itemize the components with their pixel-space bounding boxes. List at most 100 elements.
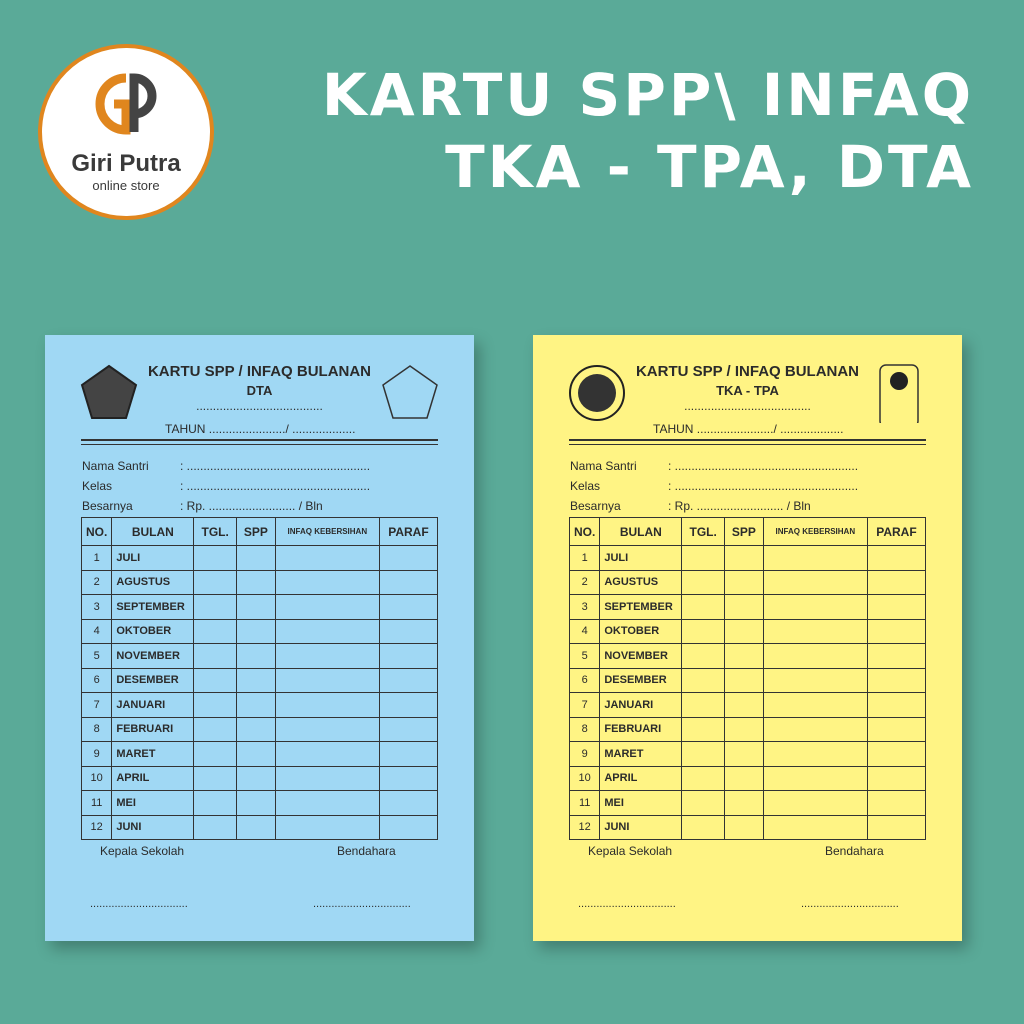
- paraf-cell[interactable]: [866, 716, 927, 742]
- tgl-cell[interactable]: [681, 692, 726, 718]
- tgl-cell[interactable]: [681, 667, 726, 693]
- tgl-cell[interactable]: [193, 667, 238, 693]
- infaq-cell[interactable]: [274, 618, 380, 644]
- paraf-cell[interactable]: [866, 790, 927, 816]
- spp-cell[interactable]: [236, 692, 276, 718]
- paraf-cell[interactable]: [866, 765, 927, 791]
- paraf-cell[interactable]: [866, 643, 927, 669]
- spp-cell[interactable]: [236, 618, 276, 644]
- tgl-cell[interactable]: [681, 643, 726, 669]
- spp-cell[interactable]: [236, 594, 276, 620]
- tgl-cell[interactable]: [681, 594, 726, 620]
- tgl-cell[interactable]: [681, 716, 726, 742]
- form-field: Besarnya: Rp. ..........................…: [82, 499, 323, 513]
- paraf-cell[interactable]: [378, 790, 439, 816]
- infaq-cell[interactable]: [274, 643, 380, 669]
- tgl-cell[interactable]: [193, 594, 238, 620]
- infaq-cell[interactable]: [762, 569, 868, 595]
- spp-cell[interactable]: [724, 716, 764, 742]
- row-number: 1: [80, 545, 113, 571]
- infaq-cell[interactable]: [274, 667, 380, 693]
- paraf-cell[interactable]: [378, 765, 439, 791]
- paraf-cell[interactable]: [378, 545, 439, 571]
- infaq-cell[interactable]: [762, 618, 868, 644]
- table-row: 4 OKTOBER: [80, 618, 439, 644]
- spp-cell[interactable]: [236, 545, 276, 571]
- infaq-cell[interactable]: [274, 741, 380, 767]
- paraf-cell[interactable]: [378, 741, 439, 767]
- tgl-cell[interactable]: [193, 545, 238, 571]
- spp-cell[interactable]: [236, 569, 276, 595]
- spp-cell[interactable]: [724, 545, 764, 571]
- paraf-cell[interactable]: [378, 569, 439, 595]
- spp-cell[interactable]: [724, 692, 764, 718]
- infaq-cell[interactable]: [274, 814, 380, 840]
- spp-cell[interactable]: [724, 741, 764, 767]
- paraf-cell[interactable]: [866, 569, 927, 595]
- tgl-cell[interactable]: [681, 569, 726, 595]
- spp-cell[interactable]: [236, 741, 276, 767]
- tgl-cell[interactable]: [193, 814, 238, 840]
- tgl-cell[interactable]: [681, 765, 726, 791]
- tgl-cell[interactable]: [193, 569, 238, 595]
- spp-cell[interactable]: [236, 814, 276, 840]
- paraf-cell[interactable]: [378, 643, 439, 669]
- paraf-cell[interactable]: [866, 618, 927, 644]
- paraf-cell[interactable]: [378, 814, 439, 840]
- paraf-cell[interactable]: [378, 667, 439, 693]
- paraf-cell[interactable]: [378, 594, 439, 620]
- infaq-cell[interactable]: [274, 545, 380, 571]
- tgl-cell[interactable]: [193, 741, 238, 767]
- tgl-cell[interactable]: [681, 741, 726, 767]
- spp-cell[interactable]: [236, 716, 276, 742]
- spp-cell[interactable]: [724, 790, 764, 816]
- infaq-cell[interactable]: [274, 692, 380, 718]
- spp-cell[interactable]: [724, 618, 764, 644]
- tgl-cell[interactable]: [193, 765, 238, 791]
- tgl-cell[interactable]: [193, 692, 238, 718]
- tgl-cell[interactable]: [681, 545, 726, 571]
- infaq-cell[interactable]: [762, 790, 868, 816]
- spp-cell[interactable]: [724, 814, 764, 840]
- tgl-cell[interactable]: [193, 643, 238, 669]
- paraf-cell[interactable]: [866, 667, 927, 693]
- paraf-cell[interactable]: [378, 618, 439, 644]
- column-header: PARAF: [378, 517, 439, 546]
- spp-cell[interactable]: [724, 765, 764, 791]
- infaq-cell[interactable]: [762, 594, 868, 620]
- paraf-cell[interactable]: [866, 814, 927, 840]
- tgl-cell[interactable]: [681, 618, 726, 644]
- spp-cell[interactable]: [724, 643, 764, 669]
- infaq-cell[interactable]: [762, 765, 868, 791]
- infaq-cell[interactable]: [274, 569, 380, 595]
- infaq-cell[interactable]: [274, 765, 380, 791]
- infaq-cell[interactable]: [762, 667, 868, 693]
- spp-cell[interactable]: [236, 790, 276, 816]
- infaq-cell[interactable]: [274, 790, 380, 816]
- infaq-cell[interactable]: [762, 741, 868, 767]
- spp-cell[interactable]: [236, 765, 276, 791]
- spp-cell[interactable]: [724, 667, 764, 693]
- spp-cell[interactable]: [724, 594, 764, 620]
- spp-cell[interactable]: [236, 643, 276, 669]
- tgl-cell[interactable]: [193, 716, 238, 742]
- infaq-cell[interactable]: [762, 545, 868, 571]
- infaq-cell[interactable]: [762, 716, 868, 742]
- infaq-cell[interactable]: [274, 716, 380, 742]
- tgl-cell[interactable]: [681, 814, 726, 840]
- infaq-cell[interactable]: [762, 643, 868, 669]
- spp-cell[interactable]: [236, 667, 276, 693]
- paraf-cell[interactable]: [866, 594, 927, 620]
- infaq-cell[interactable]: [762, 692, 868, 718]
- tgl-cell[interactable]: [193, 618, 238, 644]
- paraf-cell[interactable]: [866, 545, 927, 571]
- infaq-cell[interactable]: [274, 594, 380, 620]
- paraf-cell[interactable]: [378, 716, 439, 742]
- infaq-cell[interactable]: [762, 814, 868, 840]
- tgl-cell[interactable]: [193, 790, 238, 816]
- tgl-cell[interactable]: [681, 790, 726, 816]
- paraf-cell[interactable]: [866, 741, 927, 767]
- spp-cell[interactable]: [724, 569, 764, 595]
- paraf-cell[interactable]: [866, 692, 927, 718]
- paraf-cell[interactable]: [378, 692, 439, 718]
